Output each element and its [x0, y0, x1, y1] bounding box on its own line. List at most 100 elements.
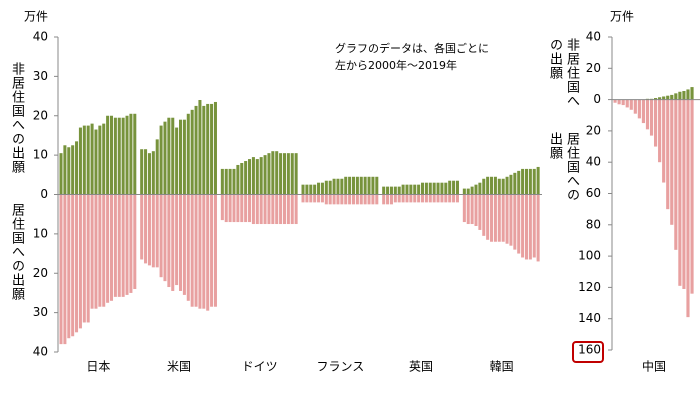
- bar: [82, 125, 86, 195]
- bar: [140, 149, 144, 195]
- bar: [175, 194, 179, 286]
- bar: [290, 194, 294, 225]
- bar: [63, 145, 67, 195]
- bar: [220, 168, 224, 195]
- bar: [363, 194, 367, 205]
- bar: [682, 99, 686, 289]
- bar: [324, 180, 328, 195]
- bar: [497, 178, 501, 195]
- bar: [113, 117, 117, 195]
- bar: [405, 194, 409, 203]
- bar: [359, 194, 363, 205]
- y-label-lower: 居住国への出願: [547, 132, 579, 202]
- bar: [690, 99, 694, 294]
- bar: [397, 186, 401, 195]
- bar: [198, 194, 202, 309]
- bar: [140, 194, 144, 260]
- bar: [179, 194, 183, 291]
- bar: [517, 170, 521, 195]
- bar: [444, 182, 448, 195]
- bar: [117, 117, 121, 195]
- bar: [421, 182, 425, 195]
- bar: [324, 194, 328, 205]
- bar: [462, 188, 466, 195]
- bar: [129, 113, 133, 195]
- bar: [305, 184, 309, 195]
- bar: [509, 174, 513, 195]
- bar: [686, 99, 690, 318]
- bar: [320, 194, 324, 203]
- bar: [240, 194, 244, 223]
- bar: [658, 99, 662, 163]
- bar: [641, 99, 646, 124]
- bar: [678, 99, 682, 286]
- bar: [670, 99, 674, 225]
- bar: [432, 194, 436, 203]
- bar: [393, 194, 397, 203]
- bar: [71, 194, 75, 337]
- bar: [482, 194, 486, 236]
- bar: [220, 194, 224, 221]
- bar: [367, 194, 371, 205]
- bar: [163, 121, 167, 195]
- bar: [206, 103, 210, 195]
- bar: [466, 188, 470, 195]
- y-tick-label: 40: [586, 30, 601, 44]
- y-tick-label: 10: [33, 226, 48, 240]
- y-tick-label: 30: [33, 69, 48, 83]
- note: グラフのデータは、各国ごとに 左から2000年～2019年: [335, 40, 489, 74]
- bar: [386, 194, 390, 205]
- bar: [662, 99, 666, 183]
- bar: [251, 194, 255, 225]
- bar: [470, 194, 474, 225]
- bar: [474, 184, 478, 195]
- bar: [175, 127, 179, 195]
- bar: [340, 194, 344, 205]
- bar: [147, 153, 151, 195]
- bar: [59, 153, 63, 195]
- bar: [263, 155, 267, 195]
- bar: [151, 151, 155, 195]
- bar: [462, 194, 466, 223]
- bar: [521, 168, 525, 195]
- bar: [248, 194, 252, 223]
- note-line: グラフのデータは、各国ごとに: [335, 42, 489, 55]
- bar: [486, 194, 490, 240]
- bar: [432, 182, 436, 195]
- bar: [182, 194, 186, 295]
- bar: [255, 194, 259, 225]
- bar: [240, 163, 244, 195]
- bar: [413, 184, 417, 195]
- bar: [637, 99, 641, 119]
- bar: [244, 161, 248, 195]
- bar: [151, 194, 155, 268]
- bar: [662, 96, 666, 100]
- bar: [301, 194, 305, 203]
- bar: [344, 176, 348, 195]
- bar: [382, 186, 386, 195]
- bar: [532, 168, 536, 195]
- y-tick-label: 60: [586, 186, 601, 200]
- bar: [528, 168, 532, 195]
- bar: [670, 94, 674, 100]
- bar: [371, 194, 375, 205]
- bar: [505, 176, 509, 195]
- unit-label: 万件: [24, 10, 48, 24]
- bar: [328, 180, 332, 195]
- y-tick-label: 10: [33, 148, 48, 162]
- bar: [524, 194, 528, 260]
- bar: [682, 90, 686, 100]
- bar: [367, 176, 371, 195]
- bar: [505, 194, 509, 244]
- y-tick-label: 40: [33, 30, 48, 44]
- bar: [448, 194, 452, 203]
- bar: [155, 194, 159, 268]
- bar: [67, 194, 71, 339]
- bar: [259, 157, 263, 195]
- x-tick-label: ドイツ: [242, 360, 278, 374]
- bar: [294, 153, 298, 195]
- bar: [102, 123, 106, 195]
- bar: [528, 194, 532, 260]
- bar: [275, 151, 279, 195]
- bar: [67, 147, 71, 195]
